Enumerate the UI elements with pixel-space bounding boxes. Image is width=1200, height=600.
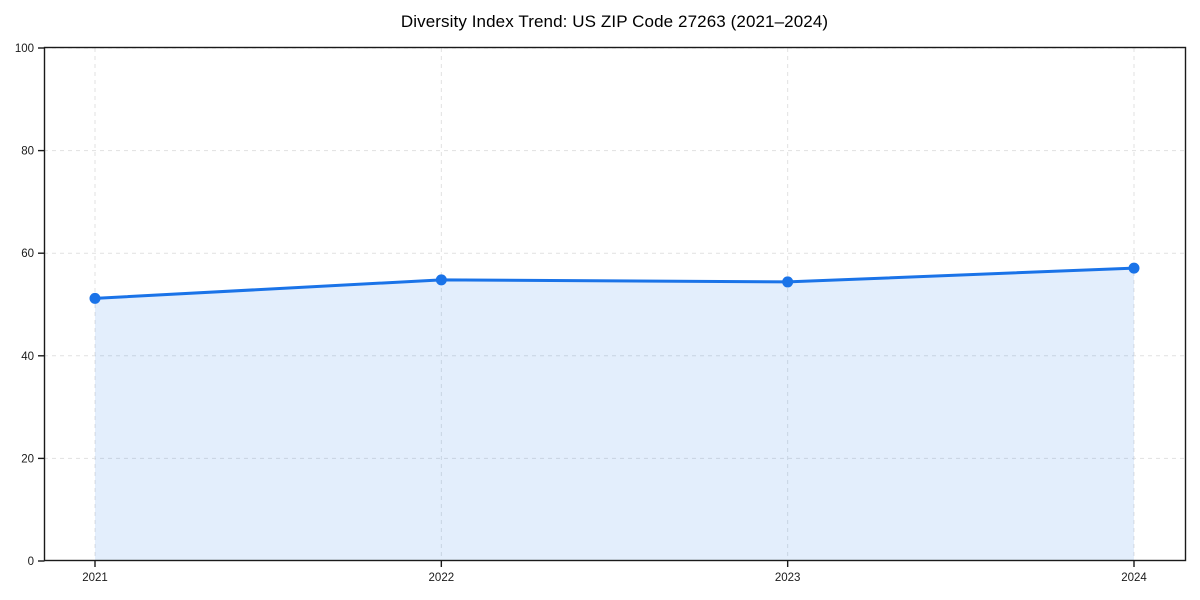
y-tick-label-60: 60 xyxy=(21,248,34,260)
x-tick-label-2022: 2022 xyxy=(429,572,455,584)
y-tick-label-20: 20 xyxy=(21,453,34,465)
y-tick-label-0: 0 xyxy=(28,556,34,568)
y-tick-label-80: 80 xyxy=(21,146,34,158)
y-tick-label-40: 40 xyxy=(21,351,34,363)
data-point-2024 xyxy=(1128,262,1140,274)
chart-title: Diversity Index Trend: US ZIP Code 27263… xyxy=(400,12,829,31)
x-tick-label-2021: 2021 xyxy=(82,572,108,584)
x-tick-label-2023: 2023 xyxy=(775,572,801,584)
area-fill xyxy=(95,268,1134,561)
data-point-2022 xyxy=(435,274,447,286)
x-tick-label-2024: 2024 xyxy=(1121,572,1147,584)
trend-line xyxy=(93,266,1136,300)
data-point-2023 xyxy=(782,276,794,288)
plot-frame xyxy=(43,46,1187,562)
data-point-2021 xyxy=(89,292,101,304)
y-tick-label-100: 100 xyxy=(15,43,34,55)
